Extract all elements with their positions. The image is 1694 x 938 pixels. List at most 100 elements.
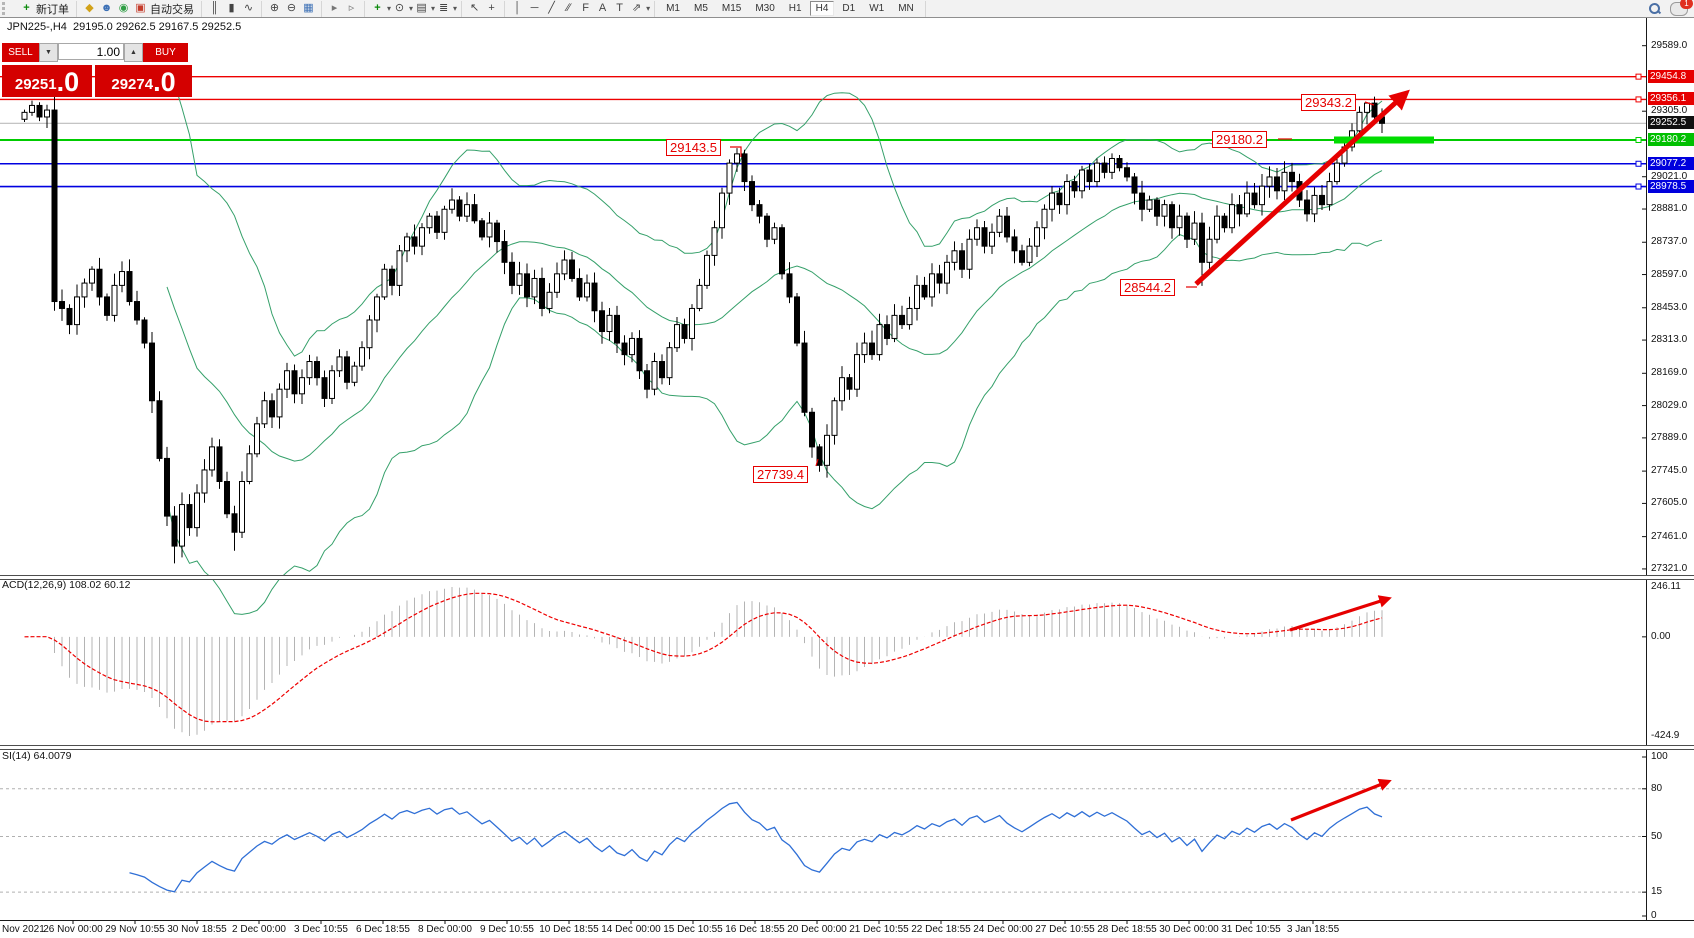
annotation-label[interactable]: 29343.2 [1301, 94, 1356, 111]
date-label: 3 Jan 18:55 [1286, 924, 1340, 935]
date-label: 26 Nov 00:00 [43, 924, 103, 935]
equidistant-channel-icon[interactable]: ∕∕ [566, 2, 571, 14]
rsi-axis-label: 0 [1651, 910, 1657, 921]
palette-icon[interactable]: ◆ [85, 2, 94, 14]
cursor-icon[interactable]: ↖ [469, 2, 480, 14]
shapes-icon[interactable]: ⇗ [631, 2, 642, 14]
vertical-line-icon[interactable]: │ [514, 2, 521, 14]
price-tick-label: 28313.0 [1651, 334, 1688, 346]
timeframe-m5[interactable]: M5 [693, 3, 708, 14]
timeframe-m1[interactable]: M1 [666, 3, 680, 14]
toolbar-group: ◆ ☻ ◉ ▣ 自动交易 [77, 0, 202, 17]
price-tick-label: 27745.0 [1651, 465, 1688, 477]
zoom-out-icon[interactable]: ⊖ [286, 2, 297, 14]
bollinger-upper-line [166, 73, 1383, 357]
timeframe-d1[interactable]: D1 [842, 3, 856, 14]
annotation-label[interactable]: 29143.5 [666, 139, 721, 156]
price-tag: 29180.2 [1648, 132, 1694, 146]
buy-button[interactable]: BUY [143, 43, 188, 62]
time-axis-line [0, 920, 1694, 921]
macd-signal-line [24, 592, 1383, 723]
annotation-label[interactable]: 27739.4 [753, 466, 808, 483]
rsi-label: SI(14) 64.0079 [2, 750, 72, 762]
signals-icon[interactable]: ◉ [118, 2, 129, 14]
annotation-label[interactable]: 29180.2 [1212, 131, 1267, 148]
bar-chart-icon[interactable]: ║ [210, 2, 219, 14]
label-icon[interactable]: T [616, 2, 623, 14]
candles-layer [21, 96, 1385, 564]
pane-separator[interactable] [0, 575, 1694, 580]
tile-windows-icon[interactable]: ▦ [303, 2, 314, 14]
auto-scroll-icon[interactable]: ▸ [331, 2, 338, 14]
line-chart-icon[interactable]: ∿ [243, 2, 254, 14]
volume-decrease-button[interactable]: ▼ [39, 43, 58, 62]
timeframe-toolbar: M1 M5 M15 M30 H1 H4 D1 W1 MN [655, 0, 926, 17]
chat-icon[interactable]: 1 [1670, 0, 1693, 16]
price-tick-label: 28029.0 [1651, 399, 1688, 411]
date-label: 10 Dec 18:55 [539, 924, 599, 935]
templates-icon[interactable]: ▤ [416, 2, 427, 14]
crosshair-icon[interactable]: + [488, 2, 495, 14]
date-label: 8 Dec 00:00 [418, 924, 472, 935]
autotrading-icon[interactable]: ▣ [135, 2, 146, 14]
chevron-down-icon[interactable]: ▾ [387, 4, 392, 13]
date-label: 9 Dec 10:55 [480, 924, 534, 935]
macd-histogram [31, 587, 1383, 736]
fibonacci-icon[interactable]: F [582, 2, 589, 14]
date-label: Nov 2021 [2, 924, 45, 935]
trendline-icon[interactable]: ╱ [548, 2, 555, 14]
trend-arrow[interactable] [1194, 89, 1410, 286]
periods-icon[interactable]: ⊙ [394, 2, 405, 14]
chart-shift-icon[interactable]: ▹ [348, 2, 355, 14]
date-label: 29 Nov 10:55 [105, 924, 165, 935]
trend-arrow[interactable] [1290, 778, 1392, 822]
timeframe-h1[interactable]: H1 [788, 3, 802, 14]
volume-input[interactable] [58, 43, 124, 60]
toolbar-group: ⊕ ⊖ ▦ [262, 0, 322, 17]
date-label: 6 Dec 18:55 [356, 924, 410, 935]
pane-separator[interactable] [0, 745, 1694, 750]
search-icon[interactable] [1648, 2, 1662, 16]
horizontal-line-icon[interactable]: ─ [530, 2, 539, 14]
toolbar-group: ↖ + [462, 0, 506, 17]
timeframe-m30[interactable]: M30 [755, 3, 775, 14]
sell-button[interactable]: SELL [2, 43, 39, 62]
date-label: 24 Dec 00:00 [973, 924, 1033, 935]
timeframe-h4[interactable]: H4 [809, 1, 835, 16]
timeframe-w1[interactable]: W1 [869, 3, 885, 14]
rsi-axis-label: 15 [1651, 886, 1663, 898]
chevron-down-icon[interactable]: ▾ [646, 4, 651, 13]
zoom-in-icon[interactable]: ⊕ [269, 2, 280, 14]
chevron-down-icon[interactable]: ▾ [453, 4, 458, 13]
price-tick-label: 27605.0 [1651, 497, 1688, 509]
bid-price[interactable]: 29251 .0 [2, 65, 92, 97]
objects-list-icon[interactable]: ≣ [438, 2, 449, 14]
candlestick-icon[interactable]: ▮ [228, 2, 235, 14]
profile-icon[interactable]: ☻ [100, 2, 113, 14]
price-tick-label: 28737.0 [1651, 236, 1688, 248]
toolbar-grip[interactable] [2, 2, 12, 15]
price-tick-label: 29305.0 [1651, 105, 1688, 117]
date-label: 22 Dec 18:55 [911, 924, 971, 935]
highlight-zone [1334, 136, 1434, 144]
price-tick-label: 27321.0 [1651, 562, 1688, 574]
ask-price[interactable]: 29274 .0 [95, 65, 192, 97]
timeframe-m15[interactable]: M15 [721, 3, 742, 14]
new-order-icon[interactable]: + [23, 2, 30, 14]
chevron-down-icon[interactable]: ▾ [431, 4, 436, 13]
autotrading-label: 自动交易 [150, 3, 194, 16]
date-label: 15 Dec 10:55 [663, 924, 723, 935]
annotation-label[interactable]: 28544.2 [1120, 279, 1175, 296]
timeframe-mn[interactable]: MN [898, 3, 914, 14]
chevron-down-icon[interactable]: ▾ [409, 4, 414, 13]
text-icon[interactable]: A [598, 2, 607, 14]
trend-arrow[interactable] [1289, 595, 1392, 632]
date-label: 21 Dec 10:55 [849, 924, 909, 935]
indicators-icon[interactable]: + [374, 2, 381, 14]
price-tag: 29454.8 [1648, 69, 1694, 83]
chat-badge: 1 [1680, 0, 1693, 9]
date-label: 28 Dec 18:55 [1097, 924, 1157, 935]
volume-increase-button[interactable]: ▲ [124, 43, 143, 62]
